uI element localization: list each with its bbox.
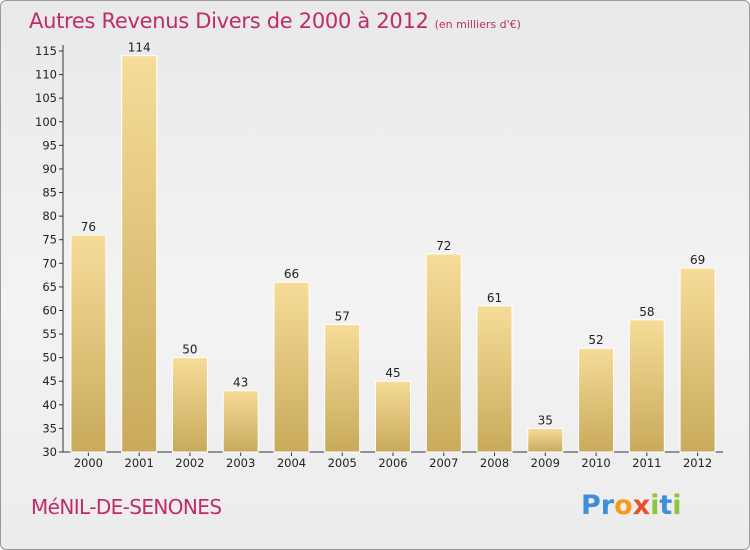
y-tick-label: 65 [42,280,57,294]
y-tick-label: 80 [42,209,57,223]
y-tick-label: 105 [35,91,57,105]
x-tick-label: 2010 [581,456,610,470]
bar-value-label: 69 [690,253,705,267]
x-tick-label: 2006 [378,456,407,470]
y-tick-label: 85 [42,186,57,200]
y-tick-label: 110 [35,68,57,82]
bar-2003 [222,390,259,453]
chart-title-text: Autres Revenus Divers de 2000 à 2012 [29,9,429,33]
y-tick-label: 50 [42,351,57,365]
bar-2001 [121,55,158,453]
bar-2002 [171,357,208,453]
bar-value-label: 66 [284,267,299,281]
y-tick-label: 100 [35,115,57,129]
bar-2008 [476,305,513,453]
bar-value-label: 52 [588,333,603,347]
logo-letter: i [650,490,660,521]
bar-value-label: 50 [182,343,197,357]
logo-letter: x [632,490,651,521]
x-tick-label: 2002 [175,456,204,470]
x-tick-label: 2004 [277,456,306,470]
y-tick-label: 95 [42,138,57,152]
bar-2005 [324,324,361,453]
x-tick-label: 2009 [531,456,560,470]
bar-value-label: 114 [128,41,151,55]
x-tick-label: 2011 [632,456,661,470]
logo-letter: o [614,490,633,521]
logo-letter: t [659,490,673,521]
logo-letter: i [672,490,682,521]
x-tick-label: 2005 [328,456,357,470]
bar-2010 [578,347,615,453]
y-tick-label: 55 [42,327,57,341]
y-tick-label: 45 [42,374,57,388]
bar-value-label: 61 [487,291,502,305]
bar-value-label: 57 [335,310,350,324]
bar-2000 [70,234,107,453]
y-tick-label: 70 [42,256,57,270]
logo-letter: r [600,490,615,521]
bar-value-label: 45 [385,366,400,380]
x-tick-label: 2008 [480,456,509,470]
y-tick-label: 40 [42,398,57,412]
commune-name: MéNIL-DE-SENONES [31,495,222,519]
x-tick-label: 2000 [74,456,103,470]
bar-2012 [679,267,716,453]
bar-value-label: 43 [233,376,248,390]
y-tick-label: 115 [35,44,57,58]
bar-2011 [628,319,665,453]
bar-value-label: 72 [436,239,451,253]
bar-value-label: 35 [538,413,553,427]
bar-2006 [375,380,411,453]
y-tick-label: 75 [42,233,57,247]
bar-2007 [425,253,462,453]
logo-letter: P [581,490,601,521]
proxiti-logo: Proxiti [581,490,682,521]
x-tick-label: 2001 [125,456,154,470]
y-tick-label: 60 [42,303,57,317]
y-tick-label: 30 [42,445,57,459]
x-tick-label: 2012 [683,456,712,470]
x-tick-label: 2007 [429,456,458,470]
x-tick-label: 2003 [226,456,255,470]
y-tick-label: 35 [42,421,57,435]
bar-2009 [527,427,564,453]
chart-title: Autres Revenus Divers de 2000 à 2012 (en … [29,9,521,33]
bar-value-label: 58 [639,305,654,319]
bar-2004 [273,281,310,453]
y-tick-label: 90 [42,162,57,176]
chart-subtitle: (en milliers d'€) [434,18,521,31]
bar-value-label: 76 [81,220,96,234]
